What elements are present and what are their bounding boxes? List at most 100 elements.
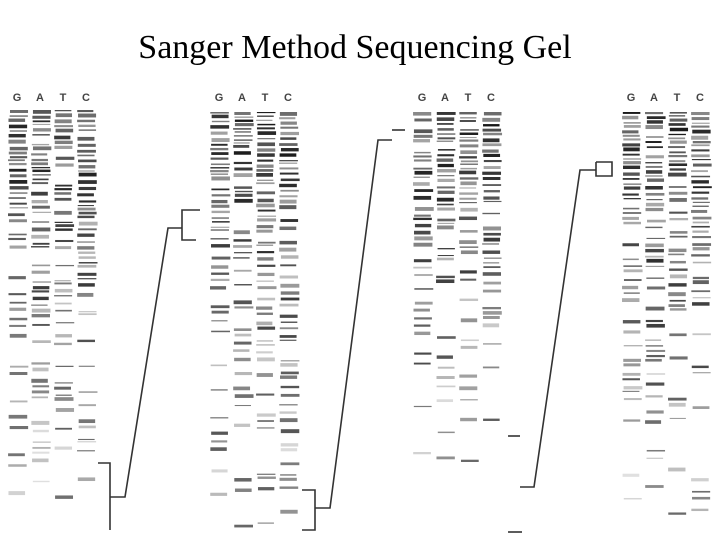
band [413,405,432,408]
band [77,272,97,276]
band [622,298,640,303]
band [669,274,688,279]
band [414,189,434,192]
band [280,219,299,222]
band [691,144,710,147]
band [234,167,253,171]
band [257,159,274,162]
band [645,192,665,196]
band [691,508,709,512]
lane-label: A [36,92,44,104]
band [622,178,640,180]
band [234,478,252,482]
band [78,200,97,203]
band [437,255,454,257]
band [623,138,641,141]
band [257,264,276,267]
band [31,153,48,156]
band [459,240,477,244]
band [413,167,433,170]
band [280,474,297,476]
band [437,163,454,168]
band [54,197,72,201]
band [483,112,502,116]
band [692,186,712,189]
band [256,473,276,475]
band [9,168,27,172]
band [9,245,27,249]
band [32,286,50,290]
band [54,295,73,297]
band [211,176,230,181]
band [436,257,454,261]
band [414,331,431,336]
band [211,256,231,260]
band [645,420,662,424]
band [234,357,251,362]
band [459,187,477,189]
band [234,306,254,309]
band [692,216,712,220]
band [692,276,709,280]
band [55,184,73,187]
band [669,268,688,271]
band [437,207,455,211]
band [645,243,664,248]
band [210,286,227,290]
band [646,410,664,414]
band [623,158,642,160]
band [78,180,97,184]
band [413,217,432,221]
band [482,343,502,345]
band [256,251,275,254]
band [483,159,502,163]
band [8,491,26,496]
band [459,386,478,391]
band [691,125,710,128]
band [460,417,477,422]
band [669,198,687,202]
band [692,261,712,264]
band [669,168,686,171]
band [32,242,50,245]
lane-label: G [418,92,427,104]
band [54,446,73,450]
band [32,340,51,344]
band [279,205,297,210]
band [459,197,477,200]
band [622,285,639,290]
band [436,112,456,115]
band [54,386,71,390]
band [9,202,27,205]
band [645,162,663,164]
band [256,164,274,168]
band [668,402,686,407]
band [280,363,298,367]
band [414,207,434,211]
band [668,154,688,158]
band [437,128,454,131]
band [234,190,253,193]
band [691,209,708,213]
band [414,223,432,228]
band [692,406,710,409]
band [54,288,73,293]
band [256,119,273,121]
band [459,132,479,135]
band [8,197,26,199]
band [413,112,432,116]
band [437,178,455,182]
band [77,246,95,250]
band [211,431,228,435]
band [460,318,478,323]
band [669,356,688,360]
band [645,175,663,177]
band [9,307,27,311]
band [78,283,95,287]
band [9,174,27,178]
band [668,163,688,167]
band [77,241,95,243]
band [646,178,665,182]
band [279,303,299,307]
